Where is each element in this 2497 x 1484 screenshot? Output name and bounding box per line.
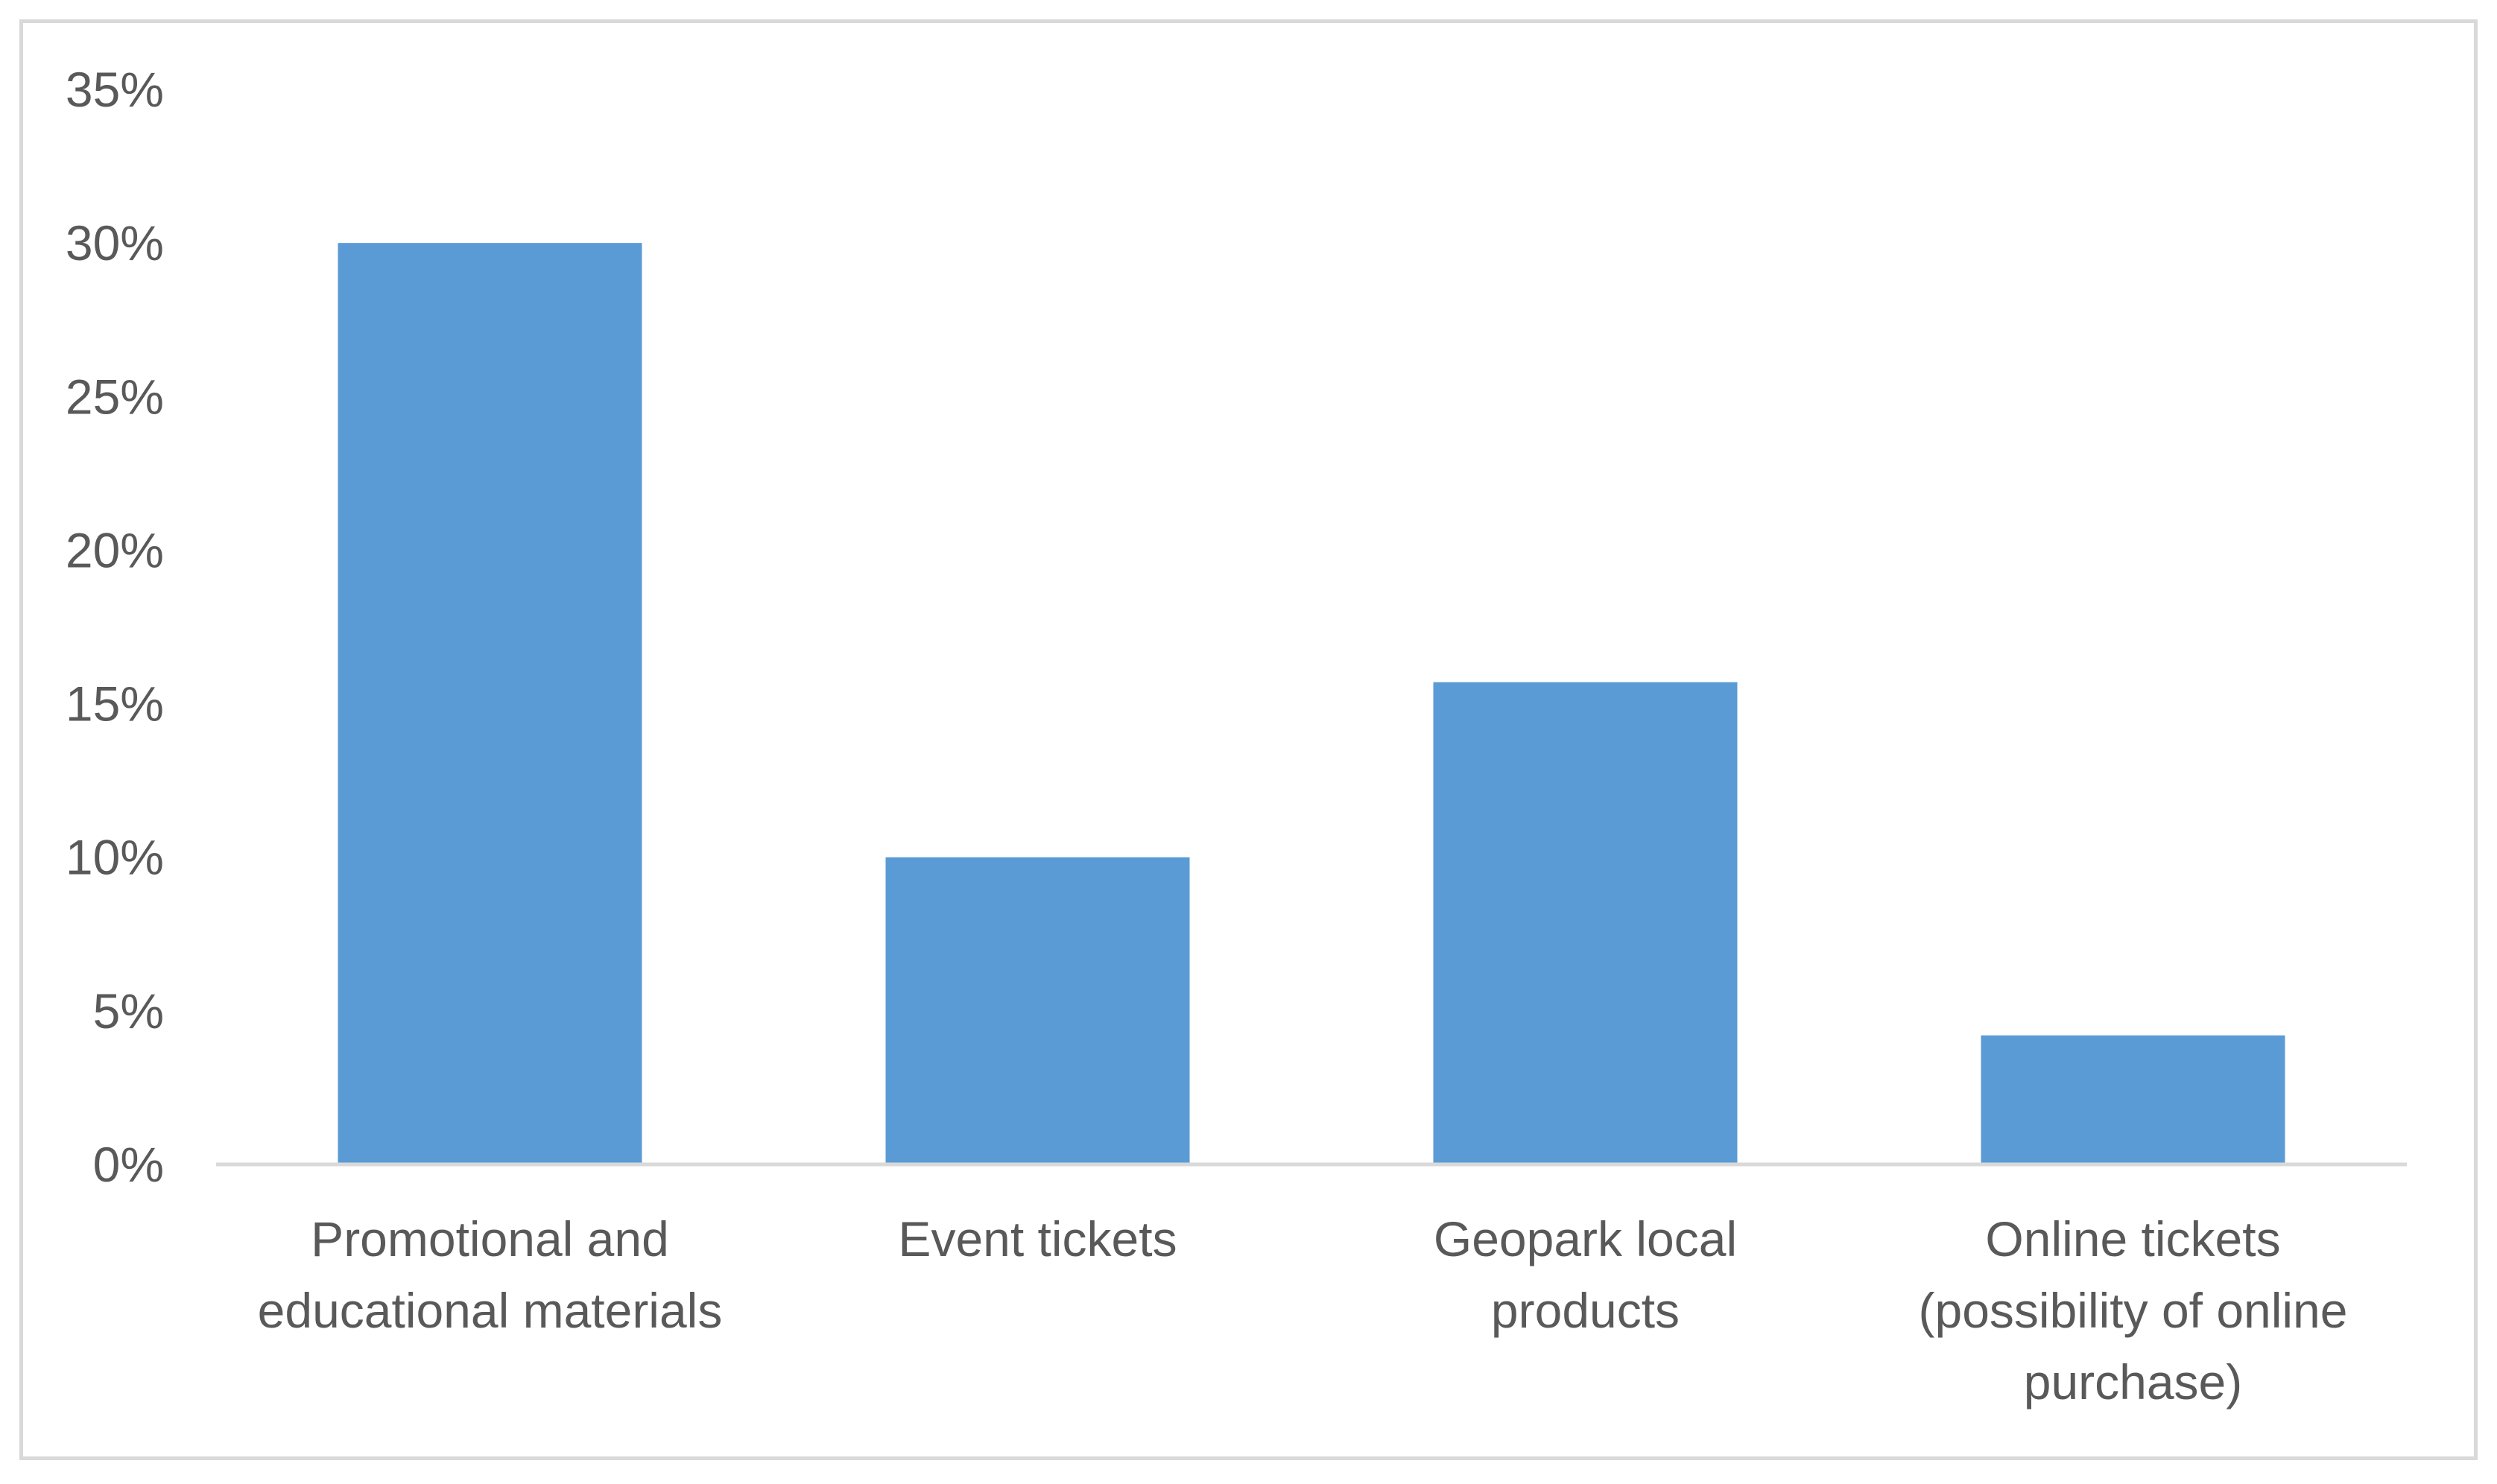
x-axis-labels: Promotional and educational materials Even… [258, 1211, 2348, 1410]
x-category-label: Promotional and educational materials [258, 1211, 723, 1338]
x-category-label-line: products [1491, 1283, 1680, 1338]
bar [1433, 682, 1738, 1164]
x-category-label-line: Promotional and [311, 1211, 669, 1266]
bar [338, 243, 642, 1165]
x-category-label: Online tickets (possibility of online purc… [1919, 1211, 2348, 1410]
x-category-label-line: Geopark local [1434, 1211, 1737, 1266]
x-category-label-line: Event tickets [898, 1211, 1177, 1266]
x-category-label: Event tickets [898, 1211, 1177, 1266]
y-tick-label: 25% [66, 369, 164, 424]
x-category-label-line: purchase) [2024, 1354, 2243, 1410]
y-tick-label: 30% [66, 215, 164, 270]
bar [885, 857, 1190, 1164]
bar [1981, 1035, 2285, 1164]
x-category-label: Geopark local products [1434, 1211, 1737, 1338]
y-tick-label: 0% [93, 1137, 164, 1192]
y-tick-label: 5% [93, 983, 164, 1039]
x-category-label-line: (possibility of online [1919, 1283, 2348, 1338]
y-tick-label: 20% [66, 522, 164, 577]
y-tick-label: 35% [66, 62, 164, 117]
bars [338, 243, 2285, 1165]
y-axis-ticks: 0% 5% 10% 15% 20% 25% 30% 35% [66, 62, 164, 1192]
y-tick-label: 10% [66, 830, 164, 885]
x-category-label-line: educational materials [258, 1283, 723, 1338]
x-category-label-line: Online tickets [1985, 1211, 2280, 1266]
y-tick-label: 15% [66, 676, 164, 732]
